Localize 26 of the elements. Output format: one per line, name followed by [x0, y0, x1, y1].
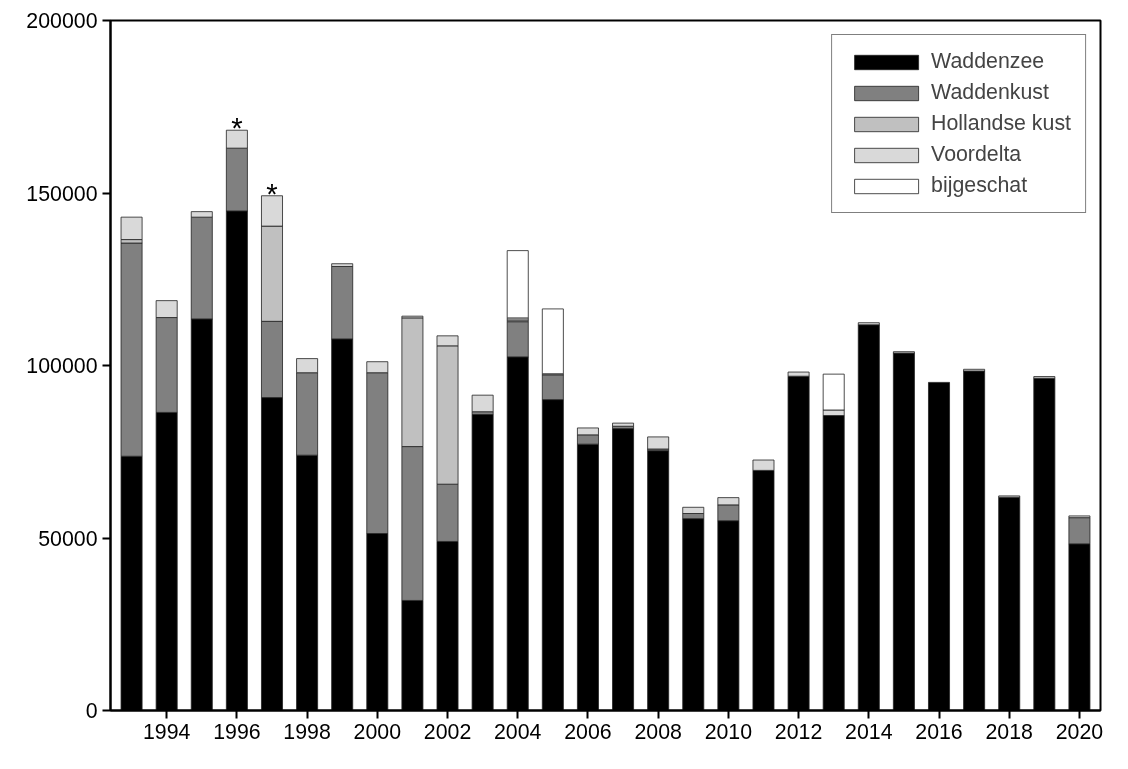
legend-label: bijgeschat	[931, 173, 1028, 198]
legend-label: Voordelta	[931, 142, 1022, 167]
x-tick-label: 2004	[494, 719, 542, 744]
annotation: *	[266, 176, 278, 210]
legend-label: Waddenzee	[931, 49, 1045, 74]
y-tick-label: 0	[85, 699, 98, 723]
x-tick-label: 2008	[634, 719, 682, 744]
x-tick-label: 2006	[564, 719, 612, 744]
x-tick-label: 2012	[774, 719, 823, 744]
annotation: *	[231, 111, 243, 145]
y-tick-label: 50000	[38, 526, 98, 551]
legend-label: Waddenkust	[931, 80, 1049, 105]
x-tick-label: 2014	[845, 719, 893, 744]
y-tick-label: 100000	[26, 354, 98, 378]
x-tick-label: 2016	[915, 719, 963, 744]
x-tick-label: 2018	[985, 719, 1033, 744]
x-tick-label: 1998	[283, 719, 331, 744]
x-tick-label: 2002	[423, 719, 472, 744]
x-tick-label: 1994	[142, 719, 191, 744]
x-tick-label: 1996	[213, 719, 261, 744]
y-tick-label: 150000	[26, 181, 98, 206]
x-tick-label: 2010	[704, 719, 753, 744]
y-tick-label: 200000	[26, 9, 98, 33]
x-tick-label: 2020	[1055, 719, 1104, 744]
legend-label: Hollandse kust	[931, 111, 1071, 136]
x-tick-label: 2000	[353, 719, 402, 744]
